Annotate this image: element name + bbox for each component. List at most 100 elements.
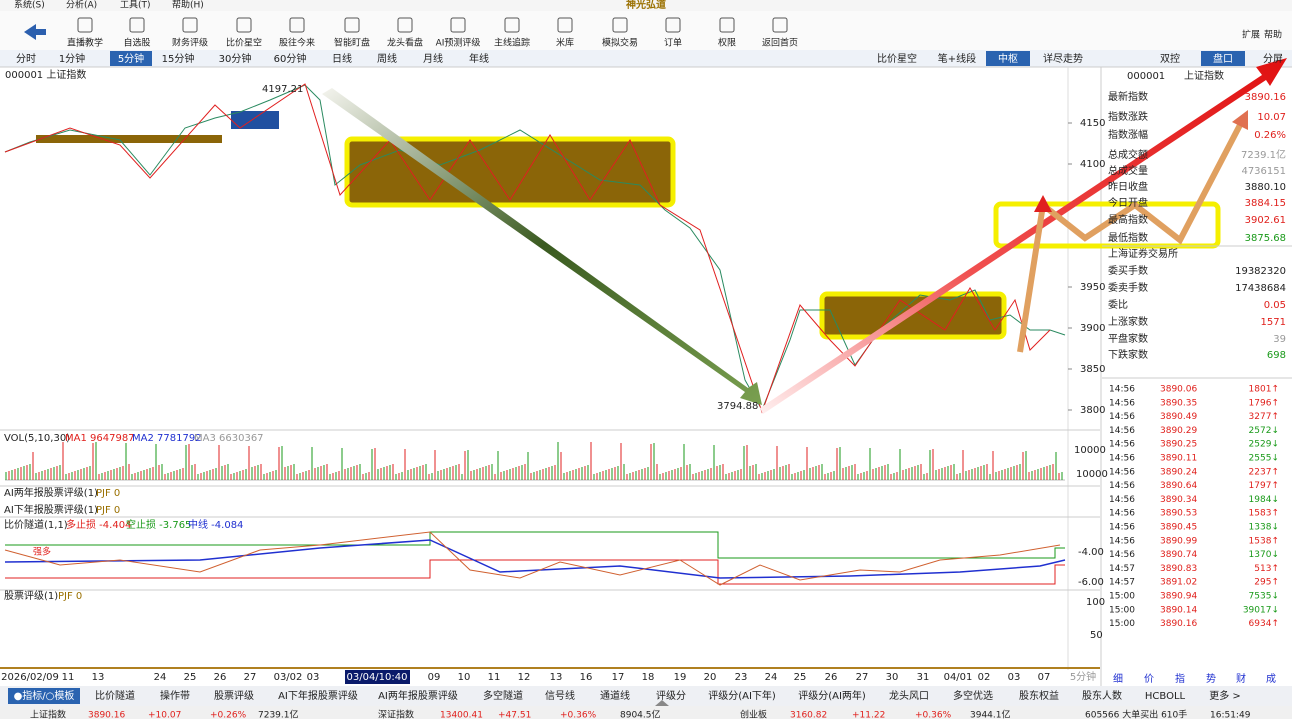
- menu-item[interactable]: 系统(S): [14, 0, 45, 11]
- period-tab[interactable]: 30分钟: [219, 52, 252, 65]
- toolbar-icon[interactable]: [129, 17, 145, 33]
- toolbar-icon[interactable]: [344, 17, 360, 33]
- bottom-tab[interactable]: 多空隧道: [483, 689, 523, 702]
- toolbar-button[interactable]: 自选股: [123, 37, 150, 49]
- bottom-tab[interactable]: 操作带: [160, 689, 190, 702]
- bottom-tab[interactable]: AI两年报股票评级: [378, 689, 458, 702]
- quote-tab[interactable]: 细: [1113, 672, 1123, 685]
- toolbar-button[interactable]: 主线追踪: [494, 37, 530, 49]
- quote-tab[interactable]: 指: [1175, 672, 1185, 685]
- tick-volume: 295↑: [1254, 578, 1279, 588]
- panel-label: AI两年报股票评级(1): [4, 486, 98, 499]
- bottom-tab[interactable]: 股东权益: [1019, 689, 1059, 702]
- tick-volume: 513↑: [1254, 564, 1279, 574]
- toolbar-icon[interactable]: [504, 17, 520, 33]
- collapse-icon[interactable]: [655, 700, 669, 706]
- bottom-tab[interactable]: 股票评级: [214, 690, 254, 702]
- view-tab[interactable]: 双控: [1160, 52, 1180, 65]
- toolbar-button[interactable]: 扩展: [1242, 29, 1260, 41]
- bottom-tab[interactable]: 通道线: [600, 689, 630, 702]
- period-tab[interactable]: 5分钟: [118, 52, 144, 65]
- low-label: 3794.88: [717, 401, 758, 412]
- toolbar-button[interactable]: 财务评级: [172, 37, 208, 49]
- bottom-tab[interactable]: 信号线: [545, 689, 575, 702]
- date-label: 07: [1038, 672, 1051, 683]
- toolbar-button[interactable]: 股往今来: [279, 37, 315, 49]
- price-tick-label: 3850: [1080, 364, 1105, 375]
- quote-tab[interactable]: 势: [1206, 672, 1216, 685]
- toolbar-icon[interactable]: [772, 17, 788, 33]
- toolbar-button[interactable]: 帮助: [1264, 29, 1282, 41]
- bottom-tab[interactable]: AI下年报股票评级: [278, 689, 358, 702]
- toolbar-button[interactable]: 龙头看盘: [387, 37, 423, 49]
- toolbar-button[interactable]: AI预测评级: [436, 37, 481, 49]
- quote-tab[interactable]: 成: [1266, 673, 1276, 685]
- bottom-tab[interactable]: 更多 >: [1209, 689, 1241, 702]
- tick-volume: 2529↓: [1249, 440, 1279, 450]
- bottom-tab[interactable]: 评级分(AI两年): [798, 689, 866, 702]
- toolbar-icon[interactable]: [557, 17, 573, 33]
- date-label: 30: [886, 672, 899, 683]
- bottom-tab[interactable]: 多空优选: [953, 689, 993, 702]
- panel-label: 比价隧道(1,1): [4, 518, 68, 531]
- quote-tab[interactable]: 财: [1236, 672, 1246, 685]
- toolbar-icon[interactable]: [77, 17, 93, 33]
- tick-volume: 1583↑: [1249, 509, 1279, 519]
- bottom-tab[interactable]: HCBOLL: [1145, 691, 1186, 702]
- tunnel-tick: -4.00: [1078, 547, 1104, 558]
- toolbar-button[interactable]: 权限: [718, 37, 736, 49]
- toolbar-icon[interactable]: [397, 17, 413, 33]
- status-item: 7239.1亿: [258, 709, 299, 719]
- period-tab[interactable]: 60分钟: [274, 52, 307, 65]
- toolbar-button[interactable]: 智能盯盘: [334, 37, 370, 49]
- period-tab[interactable]: 月线: [423, 52, 443, 65]
- view-tab[interactable]: 比价星空: [877, 52, 917, 65]
- view-tab[interactable]: 分屏: [1263, 53, 1283, 65]
- tick-price: 3890.24: [1160, 467, 1197, 477]
- period-tab[interactable]: 日线: [332, 52, 352, 65]
- quote-label: 最新指数: [1108, 90, 1148, 103]
- toolbar-button[interactable]: 比价星空: [226, 37, 262, 49]
- period-tab[interactable]: 分时: [16, 53, 36, 65]
- period-tab[interactable]: 1分钟: [59, 52, 85, 65]
- bottom-tab[interactable]: 龙头风口: [889, 689, 929, 702]
- toolbar-icon[interactable]: [450, 17, 466, 33]
- bottom-tab[interactable]: ●指标/○模板: [14, 689, 75, 702]
- toolbar-button[interactable]: 返回首页: [762, 37, 798, 49]
- tick-volume: 7535↓: [1249, 592, 1279, 602]
- toolbar-icon[interactable]: [182, 17, 198, 33]
- menu-item[interactable]: 分析(A): [66, 0, 97, 11]
- view-tab[interactable]: 中枢: [998, 52, 1018, 65]
- period-tab[interactable]: 15分钟: [162, 52, 195, 65]
- toolbar-icon[interactable]: [236, 17, 252, 33]
- panel-label: 股票评级(1): [4, 590, 58, 602]
- date-label: 13: [550, 672, 563, 683]
- quote-label: 昨日收盘: [1108, 180, 1148, 193]
- period-tab[interactable]: 周线: [377, 52, 397, 65]
- toolbar-button[interactable]: 直播教学: [67, 37, 103, 49]
- quote-tab[interactable]: 价: [1144, 673, 1154, 685]
- period-tab[interactable]: 年线: [469, 52, 489, 65]
- date-label: 04/01: [944, 672, 973, 683]
- bottom-tab[interactable]: 评级分(AI下年): [708, 689, 776, 702]
- view-tab[interactable]: 盘口: [1213, 52, 1233, 65]
- period-selected: [110, 51, 152, 66]
- bottom-tab[interactable]: 股东人数: [1082, 689, 1122, 702]
- status-item: 3160.82: [790, 711, 827, 719]
- toolbar-button[interactable]: 订单: [664, 37, 682, 49]
- bottom-tab[interactable]: 比价隧道: [95, 689, 135, 702]
- menu-item[interactable]: 帮助(H): [172, 0, 204, 11]
- toolbar-icon[interactable]: [665, 17, 681, 33]
- toolbar-icon[interactable]: [289, 17, 305, 33]
- menu-item[interactable]: 工具(T): [120, 0, 151, 11]
- quote-value: 3880.10: [1245, 182, 1286, 193]
- toolbar-button[interactable]: 模拟交易: [602, 37, 638, 49]
- toolbar-icon[interactable]: [612, 17, 628, 33]
- toolbar-button[interactable]: 米库: [556, 37, 574, 49]
- bottom-tab[interactable]: 评级分: [656, 690, 686, 702]
- view-tab[interactable]: 详尽走势: [1043, 52, 1083, 65]
- back-button[interactable]: [24, 24, 46, 40]
- high-label: 4197.21: [262, 84, 303, 95]
- view-tab[interactable]: 笔+线段: [938, 52, 976, 65]
- toolbar-icon[interactable]: [719, 17, 735, 33]
